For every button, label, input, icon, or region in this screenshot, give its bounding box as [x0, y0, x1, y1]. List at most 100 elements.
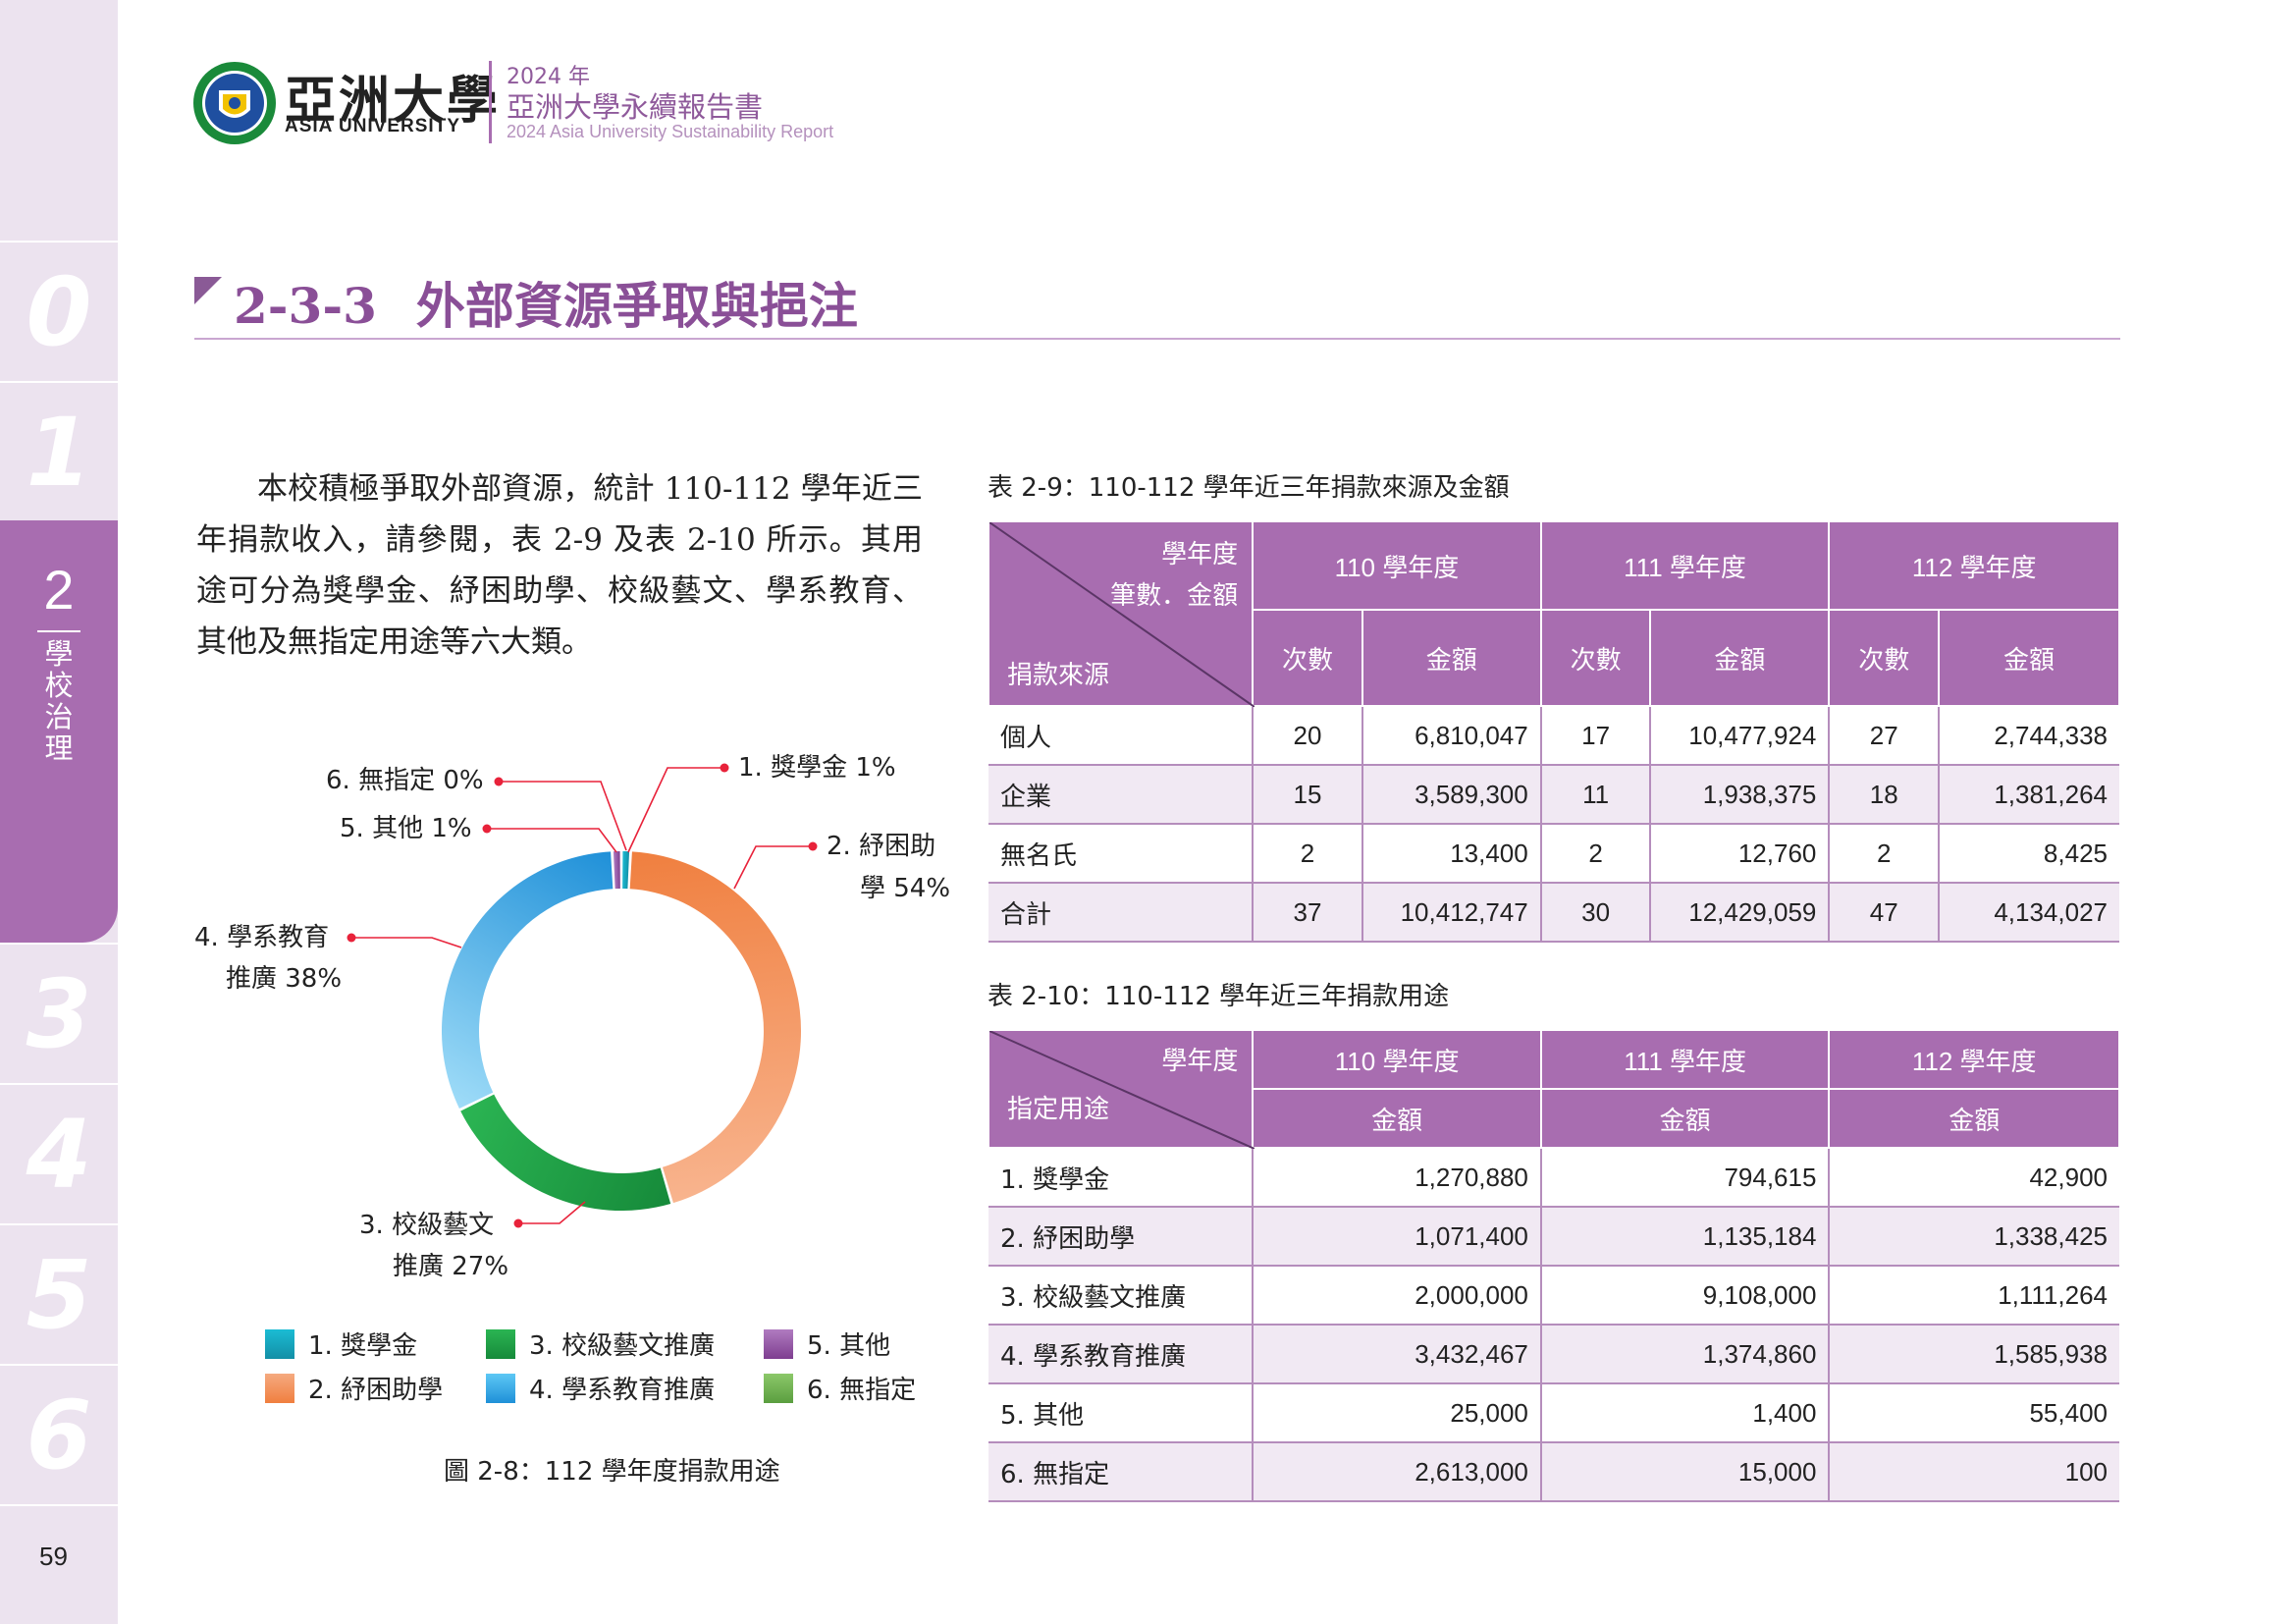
legend-swatch-6 — [764, 1373, 793, 1403]
cell: 47 — [1828, 883, 1940, 943]
table1-year-111: 111 學年度 — [1539, 520, 1831, 611]
chapter-tab-3[interactable]: 3 — [0, 943, 118, 1083]
leader-5 — [487, 828, 617, 853]
cell: 15,000 — [1539, 1442, 1830, 1502]
chapter-tab-6[interactable]: 6 — [0, 1364, 118, 1504]
legend-item-1: 1. 獎學金 — [265, 1326, 417, 1362]
cell: 30 — [1539, 883, 1651, 943]
table1-sub-count: 次數 — [1252, 609, 1363, 707]
legend-label: 3. 校級藝文推廣 — [529, 1331, 716, 1361]
cell: 13,400 — [1361, 824, 1541, 884]
legend-item-4: 4. 學系教育推廣 — [486, 1370, 715, 1406]
cell: 9,108,000 — [1539, 1266, 1830, 1326]
university-seal-icon — [192, 61, 277, 145]
table-row: 無名氏 2 13,400 2 12,760 2 8,425 — [988, 824, 2119, 884]
row-label: 3. 校級藝文推廣 — [988, 1266, 1254, 1326]
table1-sub-amount: 金額 — [1649, 609, 1831, 707]
leader-4 — [351, 937, 462, 948]
cell: 55,400 — [1828, 1383, 2119, 1443]
leader-1 — [627, 767, 724, 853]
chapter-tab-0[interactable]: 0 — [0, 241, 118, 381]
leader-6-dot — [494, 777, 504, 786]
leader-5-dot — [482, 824, 492, 834]
table-row: 企業 15 3,589,300 11 1,938,375 18 1,381,26… — [988, 765, 2119, 825]
row-label: 6. 無指定 — [988, 1442, 1254, 1502]
chapter-sidebar: 0 1 3 4 5 6 2 學校治理 59 — [0, 0, 118, 1624]
cell: 8,425 — [1938, 824, 2119, 884]
cell: 2 — [1828, 824, 1940, 884]
chapter-number: 6 — [26, 1380, 92, 1490]
table2-corner-top: 學年度 — [1161, 1047, 1239, 1076]
chart-label-4-line2: 推廣 38% — [226, 964, 343, 994]
legend-item-3: 3. 校級藝文推廣 — [486, 1326, 715, 1362]
table-row: 個人 20 6,810,047 17 10,477,924 27 2,744,3… — [988, 706, 2119, 766]
leader-2 — [733, 845, 813, 890]
table-row: 4. 學系教育推廣 3,432,467 1,374,860 1,585,938 — [988, 1325, 2119, 1384]
row-label: 合計 — [988, 883, 1254, 943]
active-chapter-number: 2 — [43, 559, 75, 621]
cell: 1,585,938 — [1828, 1325, 2119, 1384]
chapter-tab-2-active[interactable]: 2 學校治理 — [0, 520, 118, 943]
legend-label: 5. 其他 — [807, 1331, 891, 1361]
legend-swatch-4 — [486, 1373, 515, 1403]
table1-caption: 表 2-9：110-112 學年近三年捐款來源及金額 — [988, 473, 1510, 503]
table2-sub-amount: 金額 — [1539, 1088, 1831, 1149]
cell: 2,000,000 — [1252, 1266, 1541, 1326]
table1-sub-count: 次數 — [1828, 609, 1941, 707]
legend-item-5: 5. 其他 — [764, 1326, 890, 1362]
cell: 25,000 — [1252, 1383, 1541, 1443]
cell: 1,374,860 — [1539, 1325, 1830, 1384]
chapter-tab-4[interactable]: 4 — [0, 1083, 118, 1223]
cell: 12,429,059 — [1649, 883, 1830, 943]
cell: 1,381,264 — [1938, 765, 2119, 825]
table-row: 5. 其他 25,000 1,400 55,400 — [988, 1383, 2119, 1443]
table1-corner-top: 學年度 — [1161, 540, 1239, 569]
chart-label-6: 6. 無指定 0% — [326, 766, 484, 795]
donut-slice-2 — [629, 851, 802, 1204]
legend-label: 4. 學系教育推廣 — [529, 1376, 716, 1405]
table1-sub-count: 次數 — [1539, 609, 1652, 707]
chart-label-2-line1: 2. 紓困助 — [827, 832, 936, 861]
legend-item-6: 6. 無指定 — [764, 1370, 916, 1406]
active-chapter-rule — [37, 630, 80, 632]
cell: 3,589,300 — [1361, 765, 1541, 825]
report-year: 2024 年 — [507, 65, 590, 89]
table-row-total: 合計 37 10,412,747 30 12,429,059 47 4,134,… — [988, 883, 2119, 943]
chapter-tab-1[interactable]: 1 — [0, 381, 118, 521]
legend-swatch-1 — [265, 1328, 294, 1359]
row-label: 無名氏 — [988, 824, 1254, 884]
cell: 3,432,467 — [1252, 1325, 1541, 1384]
section-heading: 2-3-3 外部資源爭取與挹注 — [234, 267, 858, 338]
donut-slice-1 — [622, 851, 630, 890]
section-title: 外部資源爭取與挹注 — [415, 277, 858, 335]
report-title-english: 2024 Asia University Sustainability Repo… — [507, 122, 834, 141]
cell: 18 — [1828, 765, 1940, 825]
table2-corner-header: 學年度 指定用途 — [987, 1029, 1255, 1149]
table2-year-112: 112 學年度 — [1828, 1029, 2120, 1090]
table2-corner-bottom: 指定用途 — [1007, 1095, 1110, 1124]
legend-item-2: 2. 紓困助學 — [265, 1370, 443, 1406]
cell: 1,938,375 — [1649, 765, 1830, 825]
cell: 10,477,924 — [1649, 706, 1830, 766]
row-label: 4. 學系教育推廣 — [988, 1325, 1254, 1384]
donut-slice-3 — [460, 1094, 671, 1211]
chart-label-1: 1. 獎學金 1% — [738, 753, 896, 783]
chapter-tab-5[interactable]: 5 — [0, 1223, 118, 1364]
cell: 12,760 — [1649, 824, 1830, 884]
donut-slice-5 — [613, 851, 620, 890]
leader-6 — [499, 781, 627, 851]
header-separator — [489, 61, 492, 143]
logo-chinese-name: 亞洲大學 — [285, 71, 502, 131]
legend-swatch-5 — [764, 1328, 793, 1359]
cell: 27 — [1828, 706, 1940, 766]
chart-label-3-line1: 3. 校級藝文 — [359, 1211, 495, 1240]
cell: 2 — [1539, 824, 1651, 884]
section-rule — [194, 338, 2120, 340]
donation-source-table: 學年度 筆數．金額 捐款來源 110 學年度 111 學年度 112 學年度 次… — [987, 520, 2120, 943]
legend-swatch-2 — [265, 1373, 294, 1403]
active-chapter-label: 學校治理 — [44, 637, 74, 765]
table1-year-112: 112 學年度 — [1828, 520, 2120, 611]
table1-corner-mid: 筆數．金額 — [1110, 581, 1239, 611]
row-label: 5. 其他 — [988, 1383, 1254, 1443]
leader-3-dot — [513, 1218, 523, 1228]
